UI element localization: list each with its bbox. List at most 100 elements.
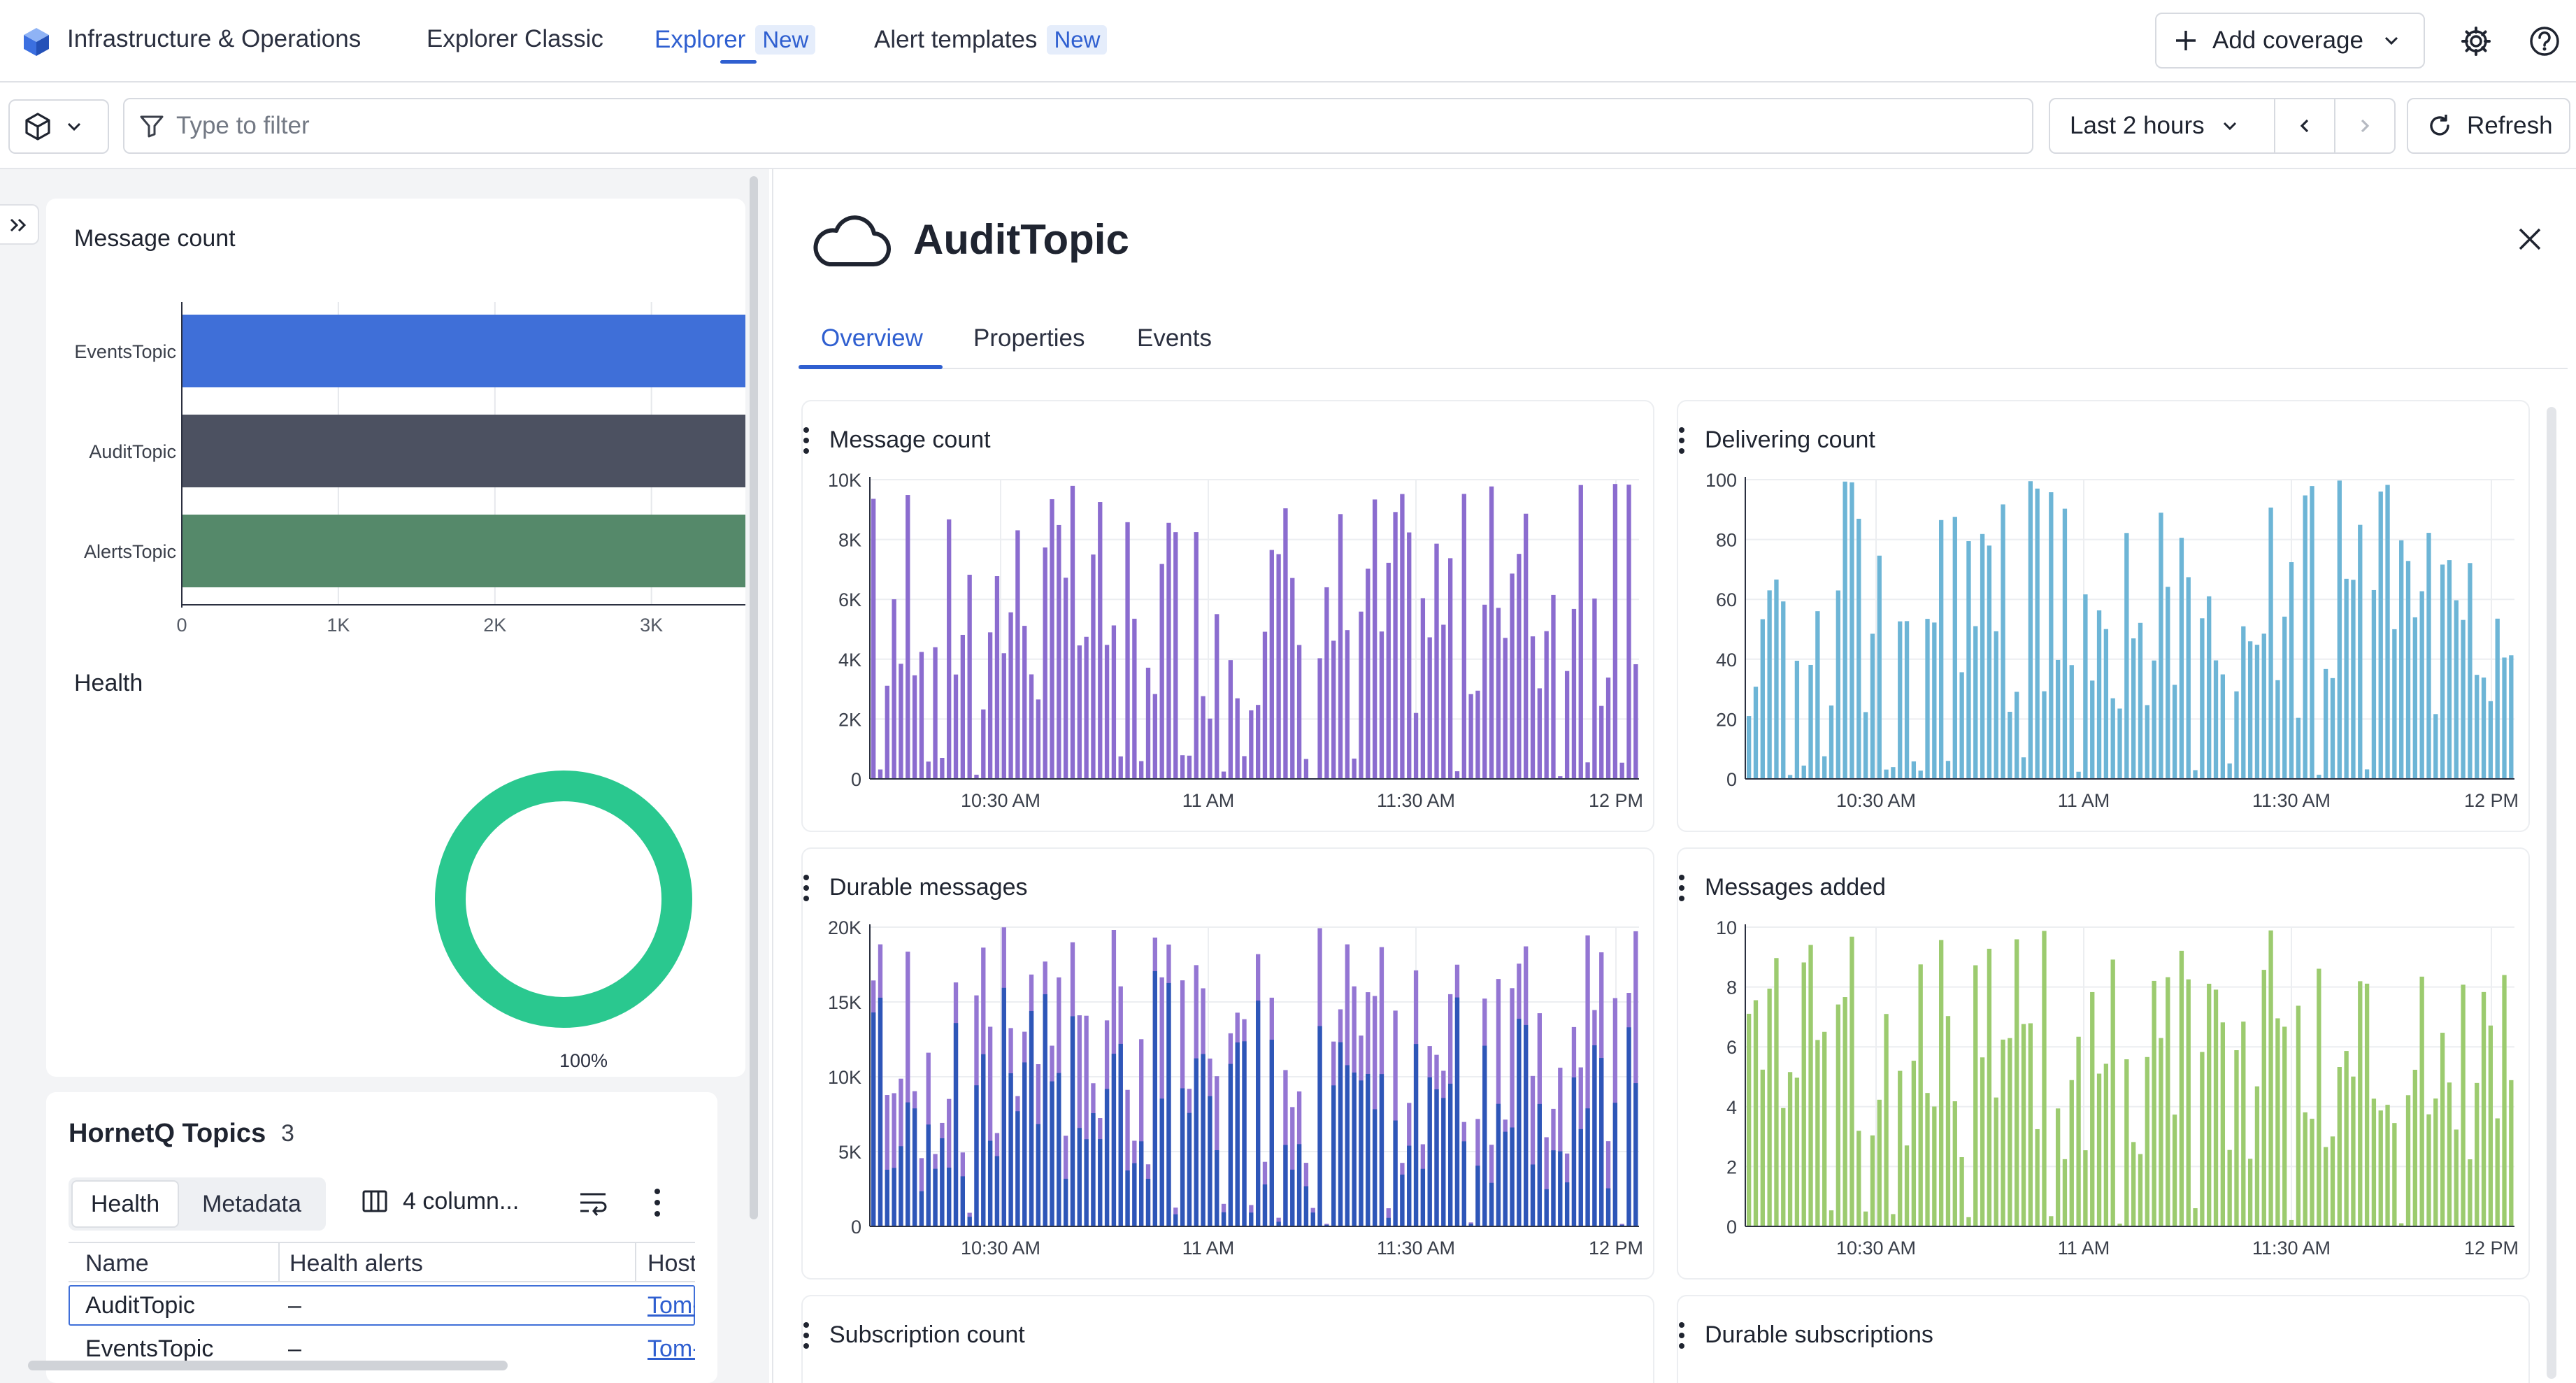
bar-secondary[interactable] bbox=[1064, 1178, 1068, 1226]
bar[interactable] bbox=[2076, 771, 2081, 779]
bar[interactable] bbox=[1084, 1015, 1089, 1226]
bar[interactable] bbox=[1925, 1093, 1930, 1226]
bar[interactable] bbox=[1338, 514, 1343, 779]
bar[interactable] bbox=[1945, 1016, 1951, 1226]
bar-secondary[interactable] bbox=[1496, 1103, 1501, 1226]
bar[interactable] bbox=[2076, 1036, 2081, 1226]
bar[interactable] bbox=[1407, 532, 1412, 779]
bar-secondary[interactable] bbox=[1633, 1083, 1638, 1226]
bar[interactable] bbox=[2131, 638, 2136, 779]
bar-secondary[interactable] bbox=[1283, 1145, 1288, 1226]
bar-secondary[interactable] bbox=[1393, 1120, 1398, 1226]
bar[interactable] bbox=[1228, 660, 1233, 779]
bar[interactable] bbox=[2351, 580, 2356, 779]
bar[interactable] bbox=[2015, 939, 2019, 1226]
bar-secondary[interactable] bbox=[1303, 1186, 1309, 1226]
bar[interactable] bbox=[1372, 499, 1378, 779]
bar[interactable] bbox=[2282, 616, 2287, 779]
bar[interactable] bbox=[953, 674, 959, 779]
horizontal-scrollbar[interactable] bbox=[28, 1361, 508, 1370]
entity-type-selector[interactable] bbox=[8, 99, 109, 154]
bar[interactable] bbox=[2385, 1105, 2390, 1226]
bar[interactable] bbox=[906, 495, 910, 779]
bar[interactable] bbox=[1994, 631, 1998, 779]
bar[interactable] bbox=[1877, 1099, 1882, 1226]
bar[interactable] bbox=[1427, 637, 1432, 779]
bar-secondary[interactable] bbox=[1503, 1131, 1508, 1226]
bar[interactable] bbox=[2028, 481, 2033, 779]
bar-secondary[interactable] bbox=[1070, 1016, 1075, 1226]
bar[interactable] bbox=[2090, 991, 2095, 1226]
bar-secondary[interactable] bbox=[1036, 1124, 1041, 1226]
bar[interactable] bbox=[1774, 958, 1779, 1226]
bar[interactable] bbox=[2481, 678, 2486, 779]
bar[interactable] bbox=[1904, 621, 1910, 779]
bar-secondary[interactable] bbox=[1578, 1128, 1583, 1226]
bar-secondary[interactable] bbox=[1599, 1058, 1604, 1226]
more-options-icon[interactable] bbox=[803, 1321, 810, 1349]
bar-secondary[interactable] bbox=[1461, 1141, 1466, 1226]
more-options-icon[interactable] bbox=[1678, 427, 1685, 454]
bar[interactable] bbox=[1530, 636, 1536, 779]
bar[interactable] bbox=[2152, 980, 2156, 1226]
bar-secondary[interactable] bbox=[1441, 1098, 1446, 1226]
bar[interactable] bbox=[1747, 1013, 1752, 1226]
tab-properties[interactable]: Properties bbox=[973, 324, 1085, 352]
bar-secondary[interactable] bbox=[1118, 1043, 1123, 1226]
bar[interactable] bbox=[2310, 1119, 2314, 1226]
bar-secondary[interactable] bbox=[1359, 1080, 1364, 1226]
bar[interactable] bbox=[2193, 1208, 2198, 1226]
bar[interactable] bbox=[1760, 619, 1765, 779]
bar-secondary[interactable] bbox=[1249, 1212, 1254, 1226]
bar[interactable] bbox=[1125, 522, 1130, 779]
bar-secondary[interactable] bbox=[1201, 1054, 1205, 1226]
bar[interactable] bbox=[2055, 1108, 2061, 1226]
bar[interactable] bbox=[1208, 718, 1212, 779]
bar[interactable] bbox=[2351, 1076, 2356, 1226]
bar[interactable] bbox=[1822, 1031, 1827, 1226]
bar[interactable] bbox=[2289, 1219, 2294, 1226]
bar[interactable] bbox=[885, 1095, 889, 1226]
bar[interactable] bbox=[2254, 1086, 2260, 1226]
bar[interactable] bbox=[2481, 991, 2486, 1226]
bar[interactable] bbox=[2502, 657, 2507, 779]
bar[interactable] bbox=[1104, 645, 1110, 779]
bar[interactable] bbox=[1331, 640, 1336, 779]
bar[interactable] bbox=[1111, 625, 1117, 779]
bar-secondary[interactable] bbox=[1050, 1081, 1054, 1226]
bar[interactable] bbox=[1029, 674, 1034, 779]
bar-secondary[interactable] bbox=[1242, 1041, 1247, 1226]
bar[interactable] bbox=[2049, 492, 2054, 779]
bar-secondary[interactable] bbox=[1029, 1011, 1034, 1226]
bar-secondary[interactable] bbox=[1551, 1150, 1556, 1226]
bar-secondary[interactable] bbox=[1585, 1108, 1590, 1226]
bar[interactable] bbox=[1747, 716, 1752, 779]
bar[interactable] bbox=[2186, 577, 2191, 779]
bar[interactable] bbox=[2268, 930, 2273, 1226]
bar[interactable] bbox=[2152, 660, 2156, 779]
bar[interactable] bbox=[1571, 608, 1577, 779]
bar[interactable] bbox=[2454, 1129, 2459, 1226]
bar[interactable] bbox=[2124, 1059, 2129, 1226]
bar[interactable] bbox=[2475, 675, 2480, 779]
bar[interactable] bbox=[2344, 578, 2349, 779]
bar[interactable] bbox=[885, 685, 889, 779]
bar-secondary[interactable] bbox=[1400, 1174, 1405, 1226]
bar-secondary[interactable] bbox=[1626, 1027, 1631, 1226]
bar[interactable] bbox=[2461, 619, 2466, 779]
bar[interactable] bbox=[2337, 1067, 2342, 1226]
bar[interactable] bbox=[1815, 1040, 1820, 1226]
bar[interactable] bbox=[1918, 771, 1923, 779]
bar[interactable] bbox=[1180, 755, 1185, 779]
bar[interactable] bbox=[892, 599, 896, 779]
bar[interactable] bbox=[2324, 668, 2328, 779]
bar[interactable] bbox=[1815, 611, 1820, 779]
bar[interactable] bbox=[1221, 771, 1226, 779]
bar[interactable] bbox=[2021, 1024, 2026, 1226]
bar[interactable] bbox=[1633, 664, 1638, 779]
bar-secondary[interactable] bbox=[1215, 1150, 1219, 1226]
bar-secondary[interactable] bbox=[1077, 1128, 1082, 1226]
bar[interactable] bbox=[1856, 518, 1861, 779]
help-icon[interactable] bbox=[2528, 25, 2561, 57]
bar[interactable] bbox=[1599, 705, 1604, 779]
